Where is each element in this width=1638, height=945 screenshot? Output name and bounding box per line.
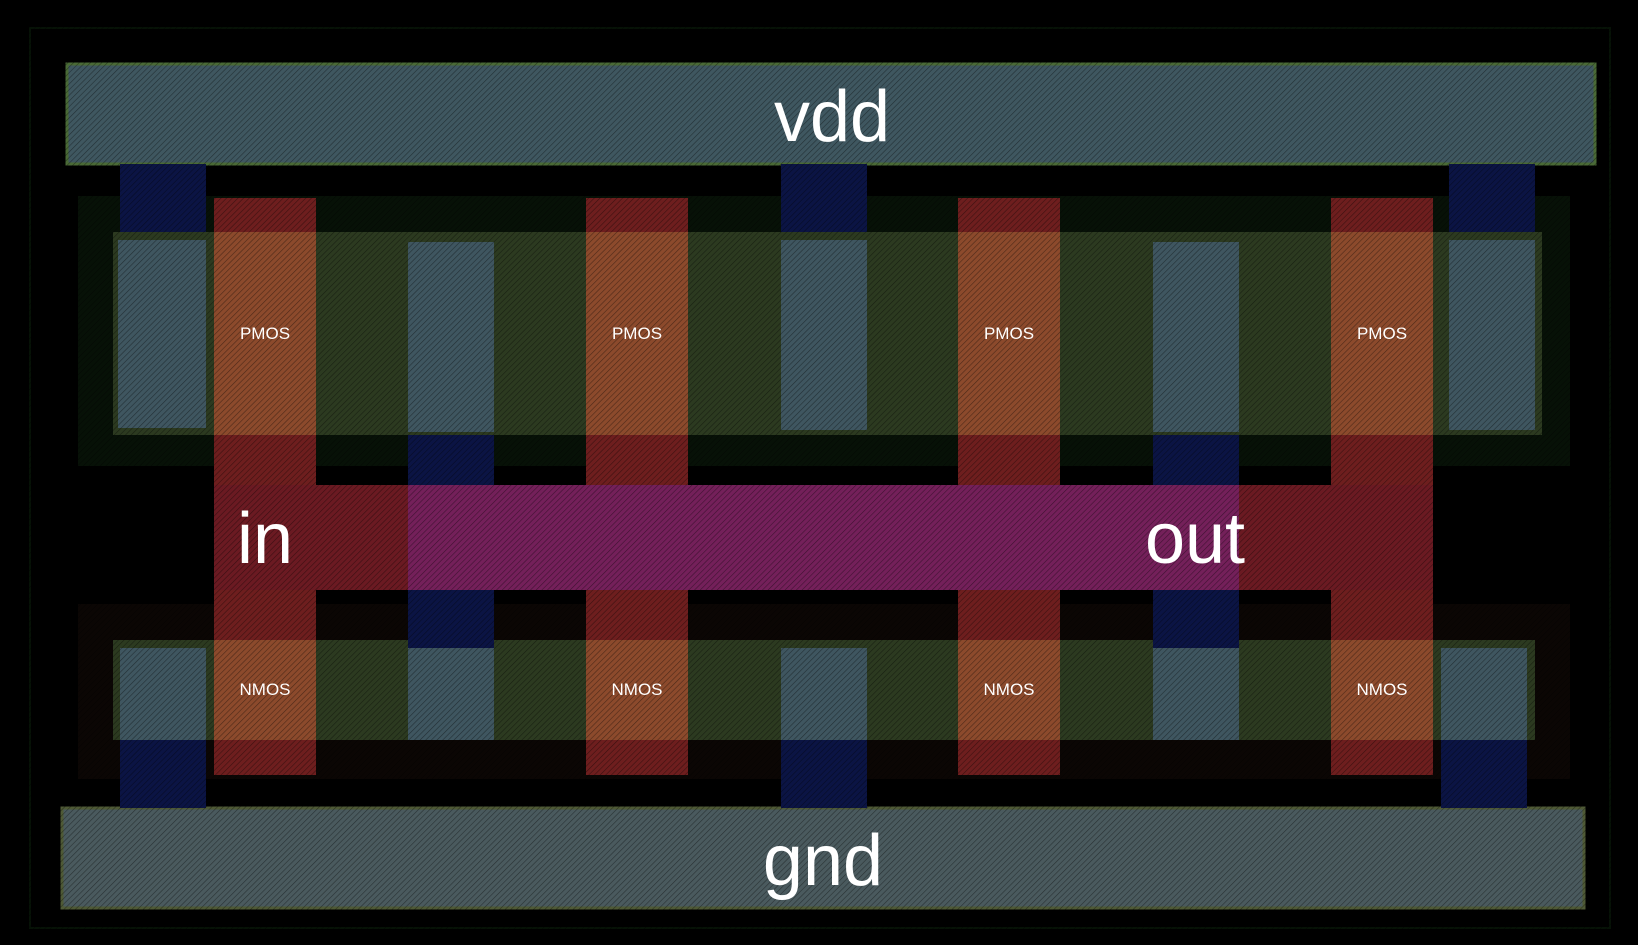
nmos-label: NMOS (1357, 680, 1408, 699)
nmos-label: NMOS (612, 680, 663, 699)
pmos-label: PMOS (984, 324, 1034, 343)
vdd-label: vdd (774, 77, 890, 157)
pmos-label: PMOS (1357, 324, 1407, 343)
in-label: in (237, 499, 293, 579)
out-label: out (1145, 499, 1245, 579)
nmos-label: NMOS (984, 680, 1035, 699)
nmos-label: NMOS (240, 680, 291, 699)
gnd-label: gnd (763, 821, 883, 901)
pmos-label: PMOS (612, 324, 662, 343)
pmos-label: PMOS (240, 324, 290, 343)
